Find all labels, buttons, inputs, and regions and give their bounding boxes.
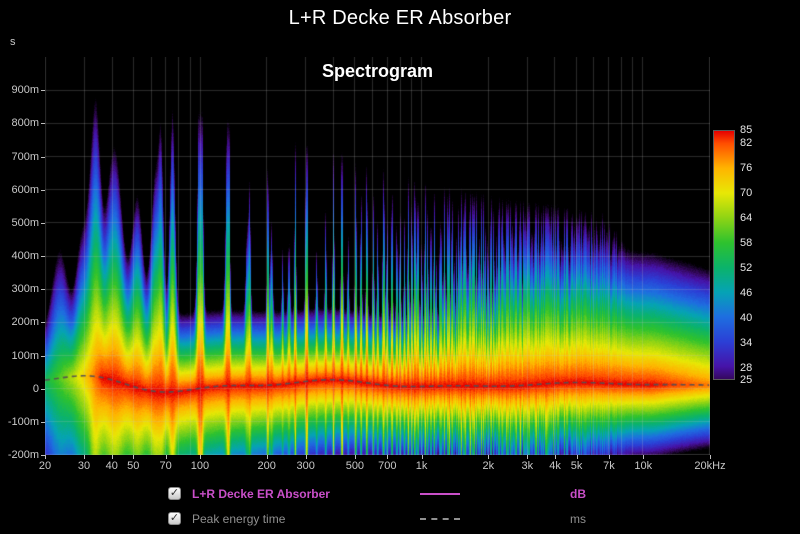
legend: ✓ L+R Decke ER Absorber dB ✓ Peak energy… xyxy=(168,481,630,531)
x-tick-label: 50 xyxy=(127,460,140,472)
y-tick-mark xyxy=(41,322,45,324)
x-tick-mark xyxy=(488,455,490,459)
x-tick-mark xyxy=(527,455,529,459)
measurement-unit-label: dB xyxy=(570,486,586,501)
y-tick-mark xyxy=(41,90,45,92)
y-tick-label: 900m xyxy=(11,84,39,97)
y-tick-label: 800m xyxy=(11,117,39,130)
graph-title: L+R Decke ER Absorber xyxy=(288,7,512,29)
y-tick-label: 200m xyxy=(11,316,39,329)
x-tick-mark xyxy=(45,455,46,459)
color-scale-tick-label: 46 xyxy=(740,286,753,299)
color-scale-tick-label: 25 xyxy=(740,374,753,386)
x-tick-mark xyxy=(199,455,201,459)
color-scale-tick-label: 52 xyxy=(740,261,753,274)
x-tick-label: 1k xyxy=(415,460,428,472)
y-axis-unit: s xyxy=(10,36,16,48)
x-tick-label: 100 xyxy=(190,460,210,472)
color-scale-labels: 85 82 76 70 64 58 52 46 40 34 28 25 xyxy=(740,124,774,386)
x-tick-mark xyxy=(354,455,356,459)
x-tick-label: 70 xyxy=(159,460,172,472)
x-tick-label: 20 xyxy=(38,460,52,472)
x-tick-label: 20kHz xyxy=(694,460,726,472)
y-tick-mark xyxy=(41,156,45,158)
color-scale-tick-label: 28 xyxy=(740,361,753,374)
x-tick-mark xyxy=(133,455,135,459)
x-tick-label: 3k xyxy=(521,460,534,472)
x-tick-mark xyxy=(387,455,389,459)
peak-energy-checkbox[interactable]: ✓ xyxy=(168,512,181,525)
x-tick-mark xyxy=(84,455,86,459)
x-tick-mark xyxy=(555,455,557,459)
legend-row-measurement: ✓ L+R Decke ER Absorber dB xyxy=(168,481,630,506)
y-tick-label: 0 xyxy=(32,382,39,395)
y-tick-mark xyxy=(41,289,45,291)
x-axis: 20 30 40 50 70 100 200 300 500 700 1k 2k 3k 4k 5k 7k 10k… xyxy=(39,455,726,475)
color-scale-tick-label: 40 xyxy=(740,311,753,324)
spectrogram-canvas[interactable] xyxy=(45,57,710,455)
peak-energy-unit-label: ms xyxy=(570,511,586,526)
y-tick-mark xyxy=(41,256,45,257)
x-tick-label: 200 xyxy=(257,460,276,472)
color-scale-tick-label: 70 xyxy=(740,186,753,199)
y-tick-label: 400m xyxy=(11,250,39,262)
color-scale-tick-label: 64 xyxy=(740,211,753,224)
x-tick-mark xyxy=(710,455,711,459)
y-axis: 900m 800m 700m 600m 500m 400m 300m 200m 100m 0 -10… xyxy=(0,57,45,461)
measurement-line-sample xyxy=(420,493,460,495)
x-tick-label: 5k xyxy=(570,460,583,472)
x-tick-label: 30 xyxy=(77,460,91,472)
y-tick-label: -100m xyxy=(7,415,39,428)
x-tick-label: 700 xyxy=(378,460,397,472)
color-scale-tick-label: 82 xyxy=(740,136,753,149)
x-tick-mark xyxy=(421,455,423,459)
y-tick-mark xyxy=(41,455,45,456)
y-tick-mark xyxy=(41,355,45,357)
x-tick-mark xyxy=(266,455,268,459)
spectrogram-plot[interactable]: Spectrogram xyxy=(45,57,710,455)
color-scale-tick-label: 76 xyxy=(740,161,753,174)
x-tick-mark xyxy=(576,455,578,459)
x-tick-mark xyxy=(608,455,610,459)
color-scale-tick-label: 34 xyxy=(740,336,753,349)
x-tick-label: 300 xyxy=(296,460,315,472)
x-tick-label: 4k xyxy=(549,460,561,472)
x-tick-mark xyxy=(111,455,113,459)
color-scale-tick-label: 58 xyxy=(740,236,753,249)
x-tick-label: 10k xyxy=(634,460,653,472)
y-tick-label: 300m xyxy=(11,283,39,296)
x-tick-mark xyxy=(643,455,645,459)
peak-energy-line-sample xyxy=(420,518,460,520)
color-scale-tick-label: 85 xyxy=(740,124,753,136)
y-tick-mark xyxy=(41,388,45,390)
color-scale-bar xyxy=(713,130,735,380)
x-tick-mark xyxy=(165,455,167,459)
measurement-legend-label: L+R Decke ER Absorber xyxy=(192,486,330,501)
x-tick-label: 7k xyxy=(603,460,615,472)
measurement-checkbox[interactable]: ✓ xyxy=(168,487,181,500)
y-tick-label: -200m xyxy=(7,449,39,461)
x-tick-label: 40 xyxy=(105,460,118,472)
y-tick-label: 700m xyxy=(11,150,39,163)
legend-row-peak-energy: ✓ Peak energy time ms xyxy=(168,506,630,531)
y-tick-label: 600m xyxy=(11,183,39,196)
x-tick-label: 2k xyxy=(482,460,495,472)
y-tick-mark xyxy=(41,222,45,224)
y-tick-label: 500m xyxy=(11,216,39,229)
x-tick-mark xyxy=(305,455,307,459)
y-tick-mark xyxy=(41,421,45,423)
x-tick-label: 500 xyxy=(345,460,365,472)
peak-energy-legend-label: Peak energy time xyxy=(192,511,286,526)
y-tick-mark xyxy=(41,189,45,191)
y-tick-label: 100m xyxy=(11,349,39,362)
y-tick-mark xyxy=(41,123,45,125)
